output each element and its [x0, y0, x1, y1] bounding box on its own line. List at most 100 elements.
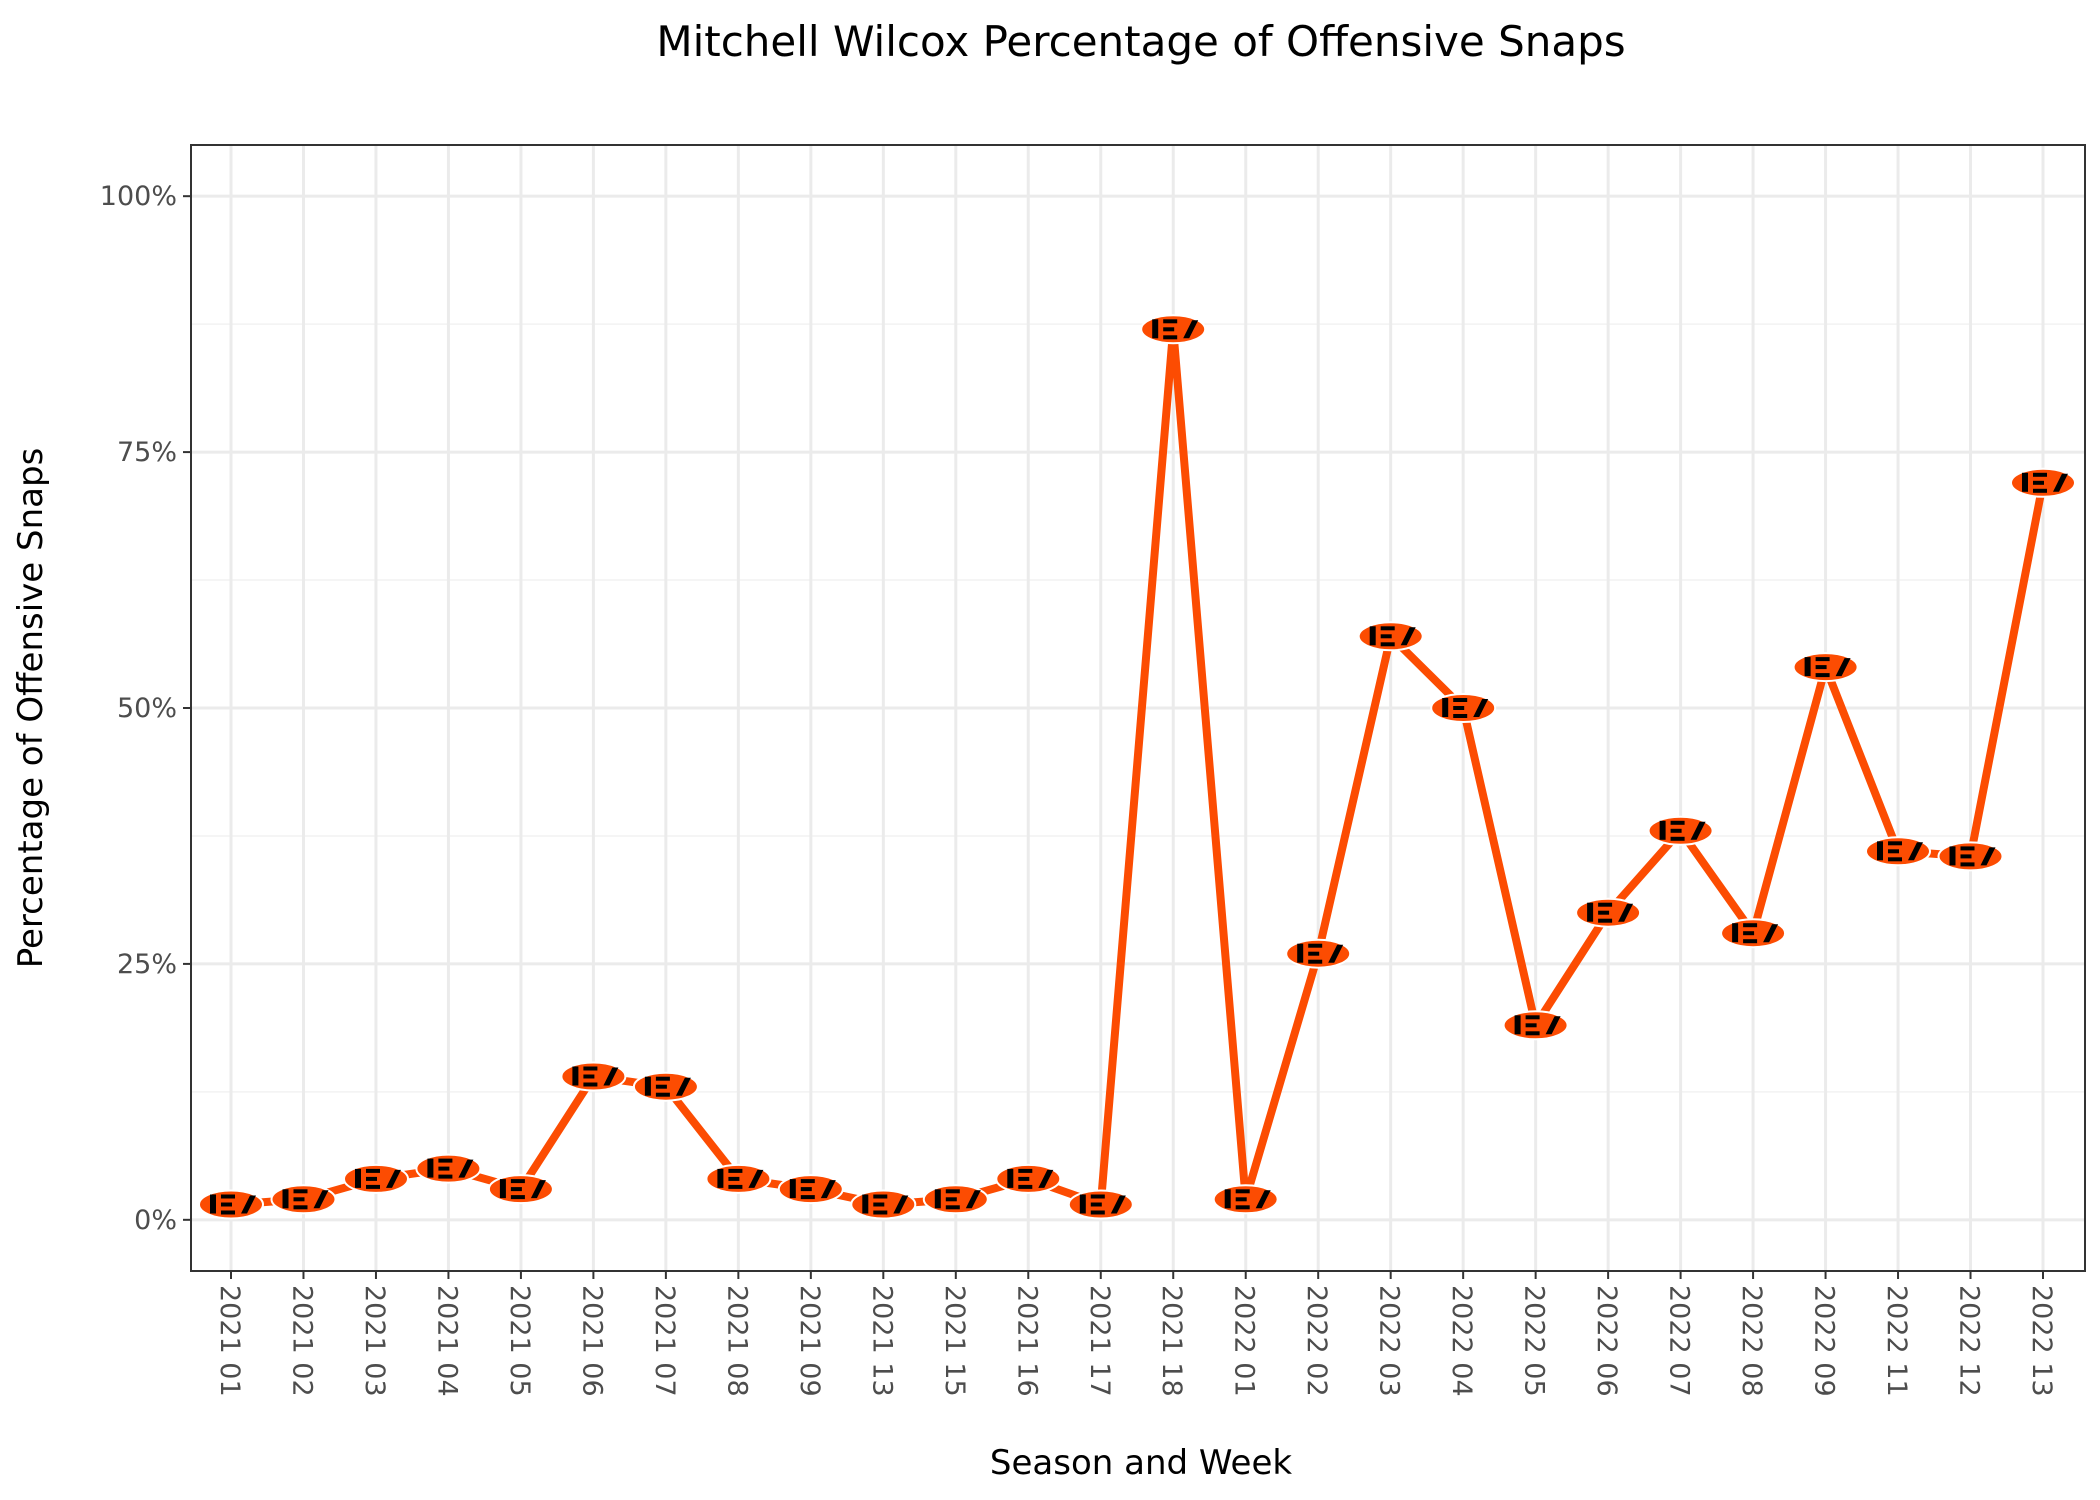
logo-stripe [1908, 842, 1923, 861]
x-tick-label: 2022 04 [1446, 1285, 1477, 1397]
logo-stripe [1297, 943, 1304, 963]
logo-stripe [1763, 924, 1779, 943]
logo-stripe [1018, 1184, 1033, 1189]
logo-stripe [1545, 1016, 1561, 1035]
logo-stripe [655, 1084, 667, 1089]
data-point [1212, 1184, 1279, 1215]
x-tick-label: 2021 16 [1011, 1285, 1042, 1397]
logo-stripe [717, 1168, 724, 1188]
logo-stripe [221, 1202, 232, 1207]
logo-stripe [1587, 902, 1594, 922]
logo-stripe [1308, 959, 1323, 964]
data-point [1140, 314, 1207, 345]
logo-stripe [530, 1180, 546, 1199]
logo-stripe [1514, 1015, 1521, 1035]
logo-stripe [1960, 854, 1972, 859]
data-point [1647, 815, 1714, 846]
logo-stripe [458, 1159, 474, 1178]
data-point [487, 1174, 554, 1205]
logo-stripe [1163, 335, 1178, 340]
logo-stripe [1380, 642, 1395, 647]
data-point [1357, 621, 1424, 652]
logo-stripe [1328, 944, 1344, 963]
logo-stripe [1804, 657, 1811, 677]
logo-stripe [510, 1179, 525, 1184]
x-tick-label: 2021 18 [1156, 1285, 1187, 1397]
logo-stripe [366, 1184, 380, 1189]
logo-stripe [1038, 1169, 1054, 1188]
logo-stripe [1525, 1023, 1537, 1028]
chart-title: Mitchell Wilcox Percentage of Offensive … [656, 17, 1625, 66]
data-point [632, 1071, 699, 1102]
logo-stripe [1525, 1031, 1540, 1036]
x-tick-label: 2021 17 [1084, 1285, 1115, 1397]
logo-stripe [644, 1076, 651, 1096]
y-tick-label: 50% [117, 693, 177, 724]
logo-stripe [1090, 1210, 1105, 1215]
data-point [1285, 938, 1352, 969]
plot-panel [190, 144, 2086, 1272]
logo-stripe [2053, 473, 2068, 492]
logo-stripe [820, 1180, 836, 1199]
x-tick-label: 2021 02 [286, 1285, 317, 1397]
logo-stripe [438, 1174, 453, 1179]
logo-stripe [510, 1195, 525, 1200]
logo-stripe [1598, 910, 1610, 915]
logo-stripe [1007, 1168, 1014, 1188]
logo-stripe [1255, 1190, 1271, 1209]
x-tick-label: 2021 04 [431, 1285, 462, 1397]
logo-stripe [1960, 846, 1975, 851]
logo-stripe [789, 1179, 796, 1199]
x-tick-label: 2022 03 [1374, 1285, 1405, 1397]
x-tick-label: 2022 09 [1809, 1285, 1840, 1397]
logo-stripe [1815, 673, 1830, 678]
logo-stripe [1888, 857, 1902, 862]
logo-stripe [945, 1197, 957, 1202]
logo-stripe [293, 1205, 308, 1210]
logo-stripe [1380, 634, 1392, 639]
logo-stripe [572, 1066, 579, 1086]
logo-stripe [1018, 1176, 1030, 1181]
logo-stripe [293, 1197, 305, 1202]
data-point [995, 1163, 1062, 1194]
x-tick-label: 2021 06 [576, 1285, 607, 1397]
y-tick-label: 75% [117, 437, 177, 468]
logo-stripe [1235, 1205, 1250, 1210]
logo-stripe [366, 1168, 380, 1173]
logo-stripe [221, 1194, 235, 1199]
logo-stripe [873, 1194, 888, 1199]
logo-stripe [583, 1074, 595, 1079]
logo-stripe [1815, 657, 1830, 662]
x-tick-label: 2022 12 [1954, 1285, 1985, 1397]
data-point [850, 1189, 917, 1220]
x-tick-label: 2021 05 [504, 1285, 535, 1397]
logo-stripe [1670, 820, 1685, 825]
logo-stripe [965, 1190, 981, 1209]
logo-stripe [1670, 836, 1685, 841]
x-tick-label: 2021 09 [794, 1285, 825, 1397]
data-point [560, 1061, 627, 1092]
data-point [1430, 693, 1497, 723]
logo-stripe [499, 1179, 506, 1199]
logo-stripe [2033, 488, 2047, 493]
y-tick-label: 25% [117, 949, 177, 980]
y-tick-label: 0% [134, 1205, 177, 1236]
logo-stripe [1598, 902, 1613, 907]
x-tick-label: 2022 08 [1736, 1285, 1767, 1397]
logo-stripe [1235, 1197, 1247, 1202]
logo-stripe [241, 1195, 256, 1214]
logo-stripe [2033, 480, 2044, 485]
logo-stripe [1235, 1189, 1250, 1194]
x-tick-label: 2022 02 [1301, 1285, 1332, 1397]
logo-stripe [1618, 903, 1634, 922]
logo-stripe [1743, 931, 1755, 936]
logo-stripe [1453, 698, 1468, 702]
x-axis-title: Season and Week [990, 1443, 1292, 1483]
logo-stripe [1308, 943, 1323, 948]
data-point [777, 1174, 844, 1205]
logo-stripe [1743, 923, 1758, 928]
logo-stripe [282, 1189, 289, 1209]
logo-stripe [1163, 319, 1178, 324]
grid-minor [191, 323, 2085, 1093]
